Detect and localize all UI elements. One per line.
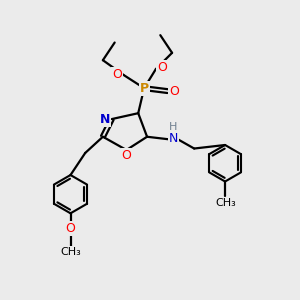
Text: N: N [100, 112, 110, 126]
Text: O: O [169, 85, 179, 98]
Text: H: H [169, 122, 178, 132]
Text: P: P [140, 82, 149, 95]
Text: O: O [158, 61, 167, 74]
Text: O: O [122, 149, 131, 162]
Text: O: O [66, 222, 75, 236]
Text: CH₃: CH₃ [60, 247, 81, 257]
Text: O: O [112, 68, 122, 81]
Text: N: N [169, 132, 178, 145]
Text: CH₃: CH₃ [215, 198, 236, 208]
